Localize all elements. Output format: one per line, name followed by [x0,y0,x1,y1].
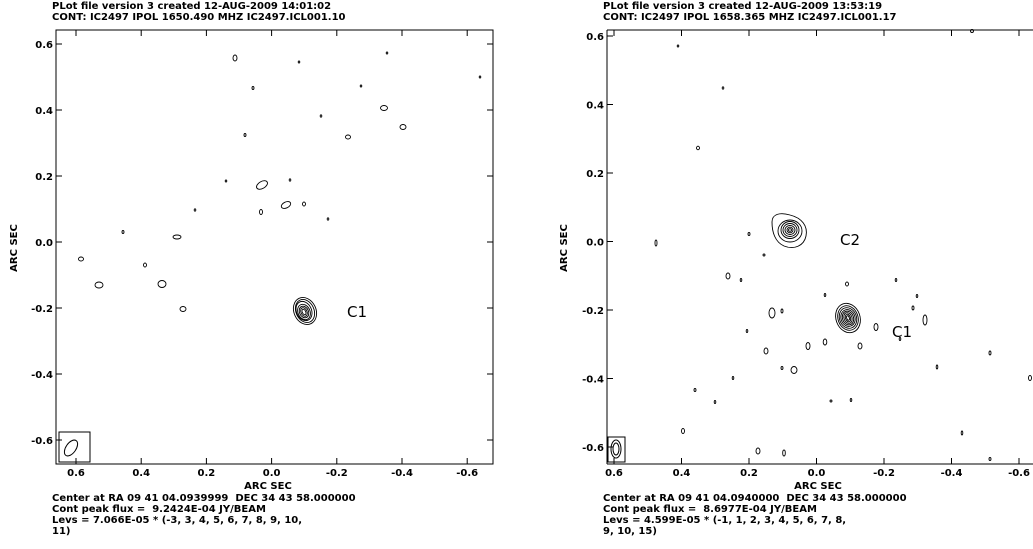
x-tick-label: -0.4 [391,468,413,479]
x-tick-label: 0.6 [605,468,623,479]
y-tick-label: 0.4 [35,106,53,117]
x-tick-label: 0.2 [740,468,758,479]
plot-header-line1: PLot file version 3 created 12-AUG-2009 … [603,1,883,12]
y-tick-label: 0.6 [35,40,53,51]
y-tick-label: 0.2 [35,172,53,183]
y-tick-label: 0.0 [586,238,604,249]
contour-plot-c1-c2-panel: PLot file version 3 created 12-AUG-2009 … [550,0,1033,549]
x-tick-label: 0.6 [67,468,85,479]
plot-header-line2: CONT: IC2497 IPOL 1658.365 MHZ IC2497.IC… [603,12,897,23]
plot-header-line2: CONT: IC2497 IPOL 1650.490 MHZ IC2497.IC… [52,12,346,23]
y-tick-label: 0.0 [35,238,53,249]
plot-frame [55,29,494,465]
y-tick-label: -0.4 [31,370,53,381]
source-c1-contours [292,297,318,325]
beam-box [58,431,91,463]
y-axis-label: ARC SEC [559,224,570,272]
footer-center: Center at RA 09 41 04.0940000 DEC 34 43 … [603,493,907,504]
x-tick-label: 0.0 [808,468,826,479]
footer-center: Center at RA 09 41 04.0939999 DEC 34 43 … [52,493,356,504]
y-tick-label: -0.4 [582,375,604,386]
source-label-c1: C1 [892,323,912,341]
y-tick-label: -0.2 [582,306,604,317]
x-tick-label: -0.6 [1008,468,1030,479]
plot-header-line1: PLot file version 3 created 12-AUG-2009 … [52,1,332,12]
x-tick-label: 0.0 [263,468,281,479]
contour-map-left: 0.6 0.4 0.2 0.0 -0.2 -0.4 -0.6 0.6 0.4 0.2 0.0 -0.2… [9,29,494,492]
y-axis-label: ARC SEC [9,224,20,272]
noise-contours [654,29,1032,461]
footer-levels: Levs = 7.066E-05 * (-3, 3, 4, 5, 6, 7, 8… [52,515,303,526]
y-tick-label: -0.6 [582,443,604,454]
x-tick-label: -0.2 [326,468,348,479]
source-label-c2: C2 [840,231,860,249]
source-c2-contours [771,213,807,248]
beam-box [607,436,626,463]
footer-levels-cont: 9, 10, 15) [603,526,657,537]
x-tick-label: -0.4 [941,468,963,479]
contour-plot-c1-panel: PLot file version 3 created 12-AUG-2009 … [0,0,500,549]
y-tick-label: 0.2 [586,169,604,180]
x-tick-label: 0.4 [673,468,691,479]
noise-contours [78,51,482,312]
x-tick-label: 0.2 [198,468,216,479]
footer-levels-cont: 11) [52,526,71,537]
footer-peak-flux: Cont peak flux = 8.6977E-04 JY/BEAM [603,504,817,515]
y-tick-label: -0.6 [31,436,53,447]
footer-peak-flux: Cont peak flux = 9.2424E-04 JY/BEAM [52,504,266,515]
x-axis-label: ARC SEC [244,481,292,492]
source-c1-contours [835,302,861,334]
y-tick-label: 0.4 [586,101,604,112]
y-tick-label: 0.6 [586,32,604,43]
x-tick-label: 0.4 [132,468,150,479]
contour-map-right: 0.6 0.4 0.2 0.0 -0.2 -0.4 -0.6 0.6 0.4 0.2 0.0 -0.2… [559,29,1033,492]
footer-levels: Levs = 4.599E-05 * (-1, 1, 2, 3, 4, 5, 6… [603,515,847,526]
y-tick-label: -0.2 [31,304,53,315]
x-tick-label: -0.2 [873,468,895,479]
x-axis-label: ARC SEC [794,481,842,492]
x-tick-label: -0.6 [456,468,478,479]
source-label-c1: C1 [347,303,367,321]
